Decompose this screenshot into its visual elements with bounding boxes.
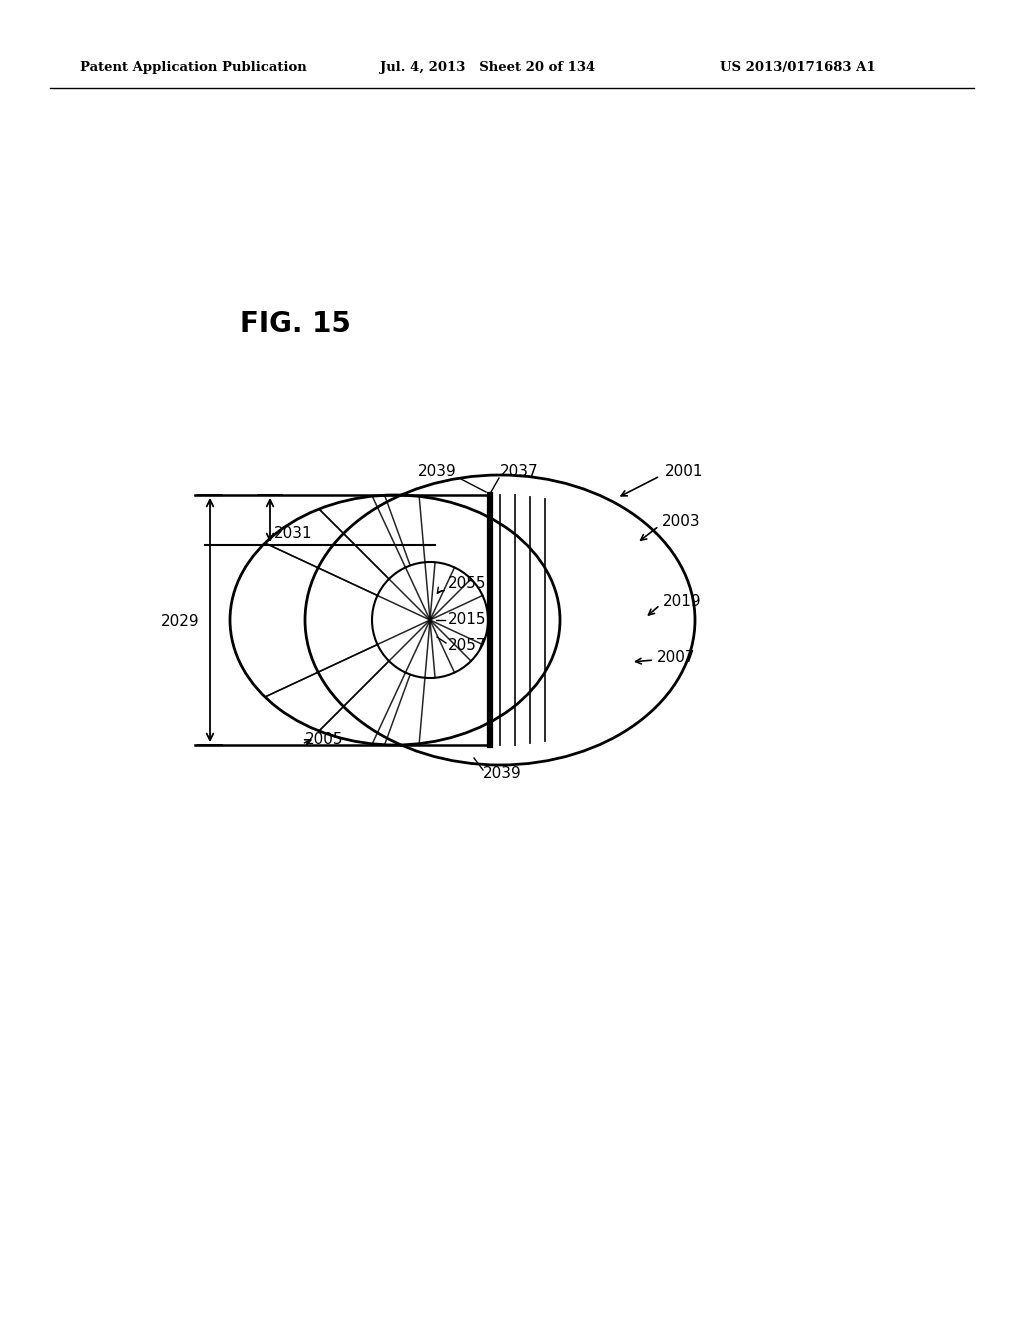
Text: 2029: 2029	[162, 615, 200, 630]
Text: 2007: 2007	[657, 649, 695, 664]
Text: 2015: 2015	[449, 612, 486, 627]
Text: 2005: 2005	[305, 733, 343, 747]
Text: 2001: 2001	[665, 465, 703, 479]
Text: 2039: 2039	[483, 766, 522, 780]
Text: 2057: 2057	[449, 638, 486, 652]
Text: Jul. 4, 2013   Sheet 20 of 134: Jul. 4, 2013 Sheet 20 of 134	[380, 62, 595, 74]
Text: 2031: 2031	[274, 525, 312, 540]
Text: 2019: 2019	[663, 594, 701, 610]
Text: US 2013/0171683 A1: US 2013/0171683 A1	[720, 62, 876, 74]
Text: 2039: 2039	[418, 465, 457, 479]
Text: 2037: 2037	[500, 465, 539, 479]
Text: 2003: 2003	[662, 515, 700, 529]
Text: FIG. 15: FIG. 15	[240, 310, 351, 338]
Text: 2055: 2055	[449, 577, 486, 591]
Text: Patent Application Publication: Patent Application Publication	[80, 62, 307, 74]
